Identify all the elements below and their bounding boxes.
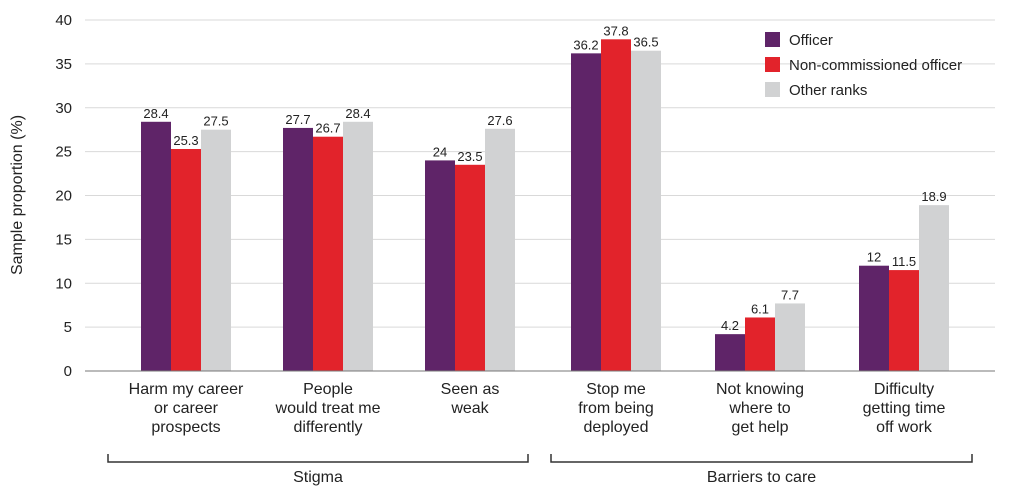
data-label: 36.5 bbox=[633, 35, 658, 50]
data-label: 27.5 bbox=[203, 114, 228, 129]
bar bbox=[425, 160, 455, 371]
data-labels: 28.4 27.7 24 36.2 4.2 12 25.3 26.7 23.5 37.8 6.1 11… bbox=[143, 23, 946, 333]
category-label: People would treat me differently bbox=[275, 381, 381, 436]
y-axis-title: Sample proportion (%) bbox=[9, 115, 26, 275]
data-label: 26.7 bbox=[315, 121, 340, 136]
bar bbox=[343, 121, 373, 371]
y-tick-label: 0 bbox=[64, 363, 72, 380]
data-label: 23.5 bbox=[457, 149, 482, 164]
data-label: 6.1 bbox=[751, 301, 769, 316]
data-label: 11.5 bbox=[892, 254, 916, 269]
bar bbox=[859, 265, 889, 371]
group-bracket bbox=[550, 454, 973, 463]
data-label: 25.3 bbox=[173, 133, 198, 148]
data-label: 27.7 bbox=[285, 112, 310, 127]
category-label: Stop me from being deployed bbox=[578, 381, 654, 436]
group-bracket bbox=[107, 454, 529, 463]
group-brackets: Stigma Barriers to care bbox=[107, 454, 973, 486]
legend-swatch bbox=[765, 57, 780, 72]
y-tick-label: 25 bbox=[55, 144, 72, 161]
y-tick-label: 30 bbox=[55, 100, 72, 117]
y-tick-label: 35 bbox=[55, 56, 72, 73]
data-label: 18.9 bbox=[921, 189, 946, 204]
bars bbox=[141, 39, 949, 372]
legend-label: Non-commissioned officer bbox=[789, 57, 962, 74]
category-label: Difficulty getting time off work bbox=[863, 381, 946, 436]
data-label: 24 bbox=[433, 144, 447, 159]
category-labels: Harm my career or career prospects People wo… bbox=[129, 381, 946, 436]
y-tick-label: 40 bbox=[55, 12, 72, 29]
bar bbox=[571, 53, 601, 371]
data-label: 28.4 bbox=[143, 106, 168, 121]
legend: Officer Non-commissioned officer Other ran… bbox=[765, 32, 962, 99]
data-label: 7.7 bbox=[781, 287, 799, 302]
group-label: Barriers to care bbox=[707, 469, 816, 486]
legend-label: Officer bbox=[789, 32, 833, 49]
bar bbox=[485, 128, 515, 371]
bar bbox=[919, 205, 949, 371]
bar bbox=[889, 270, 919, 371]
legend-swatch bbox=[765, 82, 780, 97]
bar bbox=[283, 127, 313, 372]
y-tick-label: 10 bbox=[55, 275, 72, 292]
bar bbox=[313, 136, 343, 371]
bar bbox=[745, 317, 775, 371]
category-label: Not knowing where to get help bbox=[716, 381, 804, 436]
y-tick-label: 5 bbox=[64, 319, 72, 336]
category-label: Harm my career or career prospects bbox=[129, 381, 244, 436]
bar bbox=[775, 303, 805, 371]
bar bbox=[201, 129, 231, 371]
gridlines bbox=[85, 19, 995, 328]
bar bbox=[171, 148, 201, 371]
y-tick-label: 20 bbox=[55, 188, 72, 205]
bar bbox=[631, 50, 661, 372]
data-label: 12 bbox=[867, 250, 881, 265]
y-axis-ticks: 0 5 10 15 20 25 30 35 40 bbox=[55, 12, 72, 380]
data-label: 27.6 bbox=[487, 113, 512, 128]
bar bbox=[455, 164, 485, 371]
y-tick-label: 15 bbox=[55, 231, 72, 248]
data-label: 36.2 bbox=[573, 37, 598, 52]
data-label: 28.4 bbox=[345, 106, 370, 121]
data-label: 37.8 bbox=[603, 23, 628, 38]
bar bbox=[715, 334, 745, 371]
bar bbox=[601, 39, 631, 372]
data-label: 4.2 bbox=[721, 318, 739, 333]
bar bbox=[141, 121, 171, 371]
legend-label: Other ranks bbox=[789, 82, 867, 99]
legend-swatch bbox=[765, 32, 780, 47]
category-label: Seen as weak bbox=[441, 381, 500, 417]
group-label: Stigma bbox=[293, 469, 343, 486]
